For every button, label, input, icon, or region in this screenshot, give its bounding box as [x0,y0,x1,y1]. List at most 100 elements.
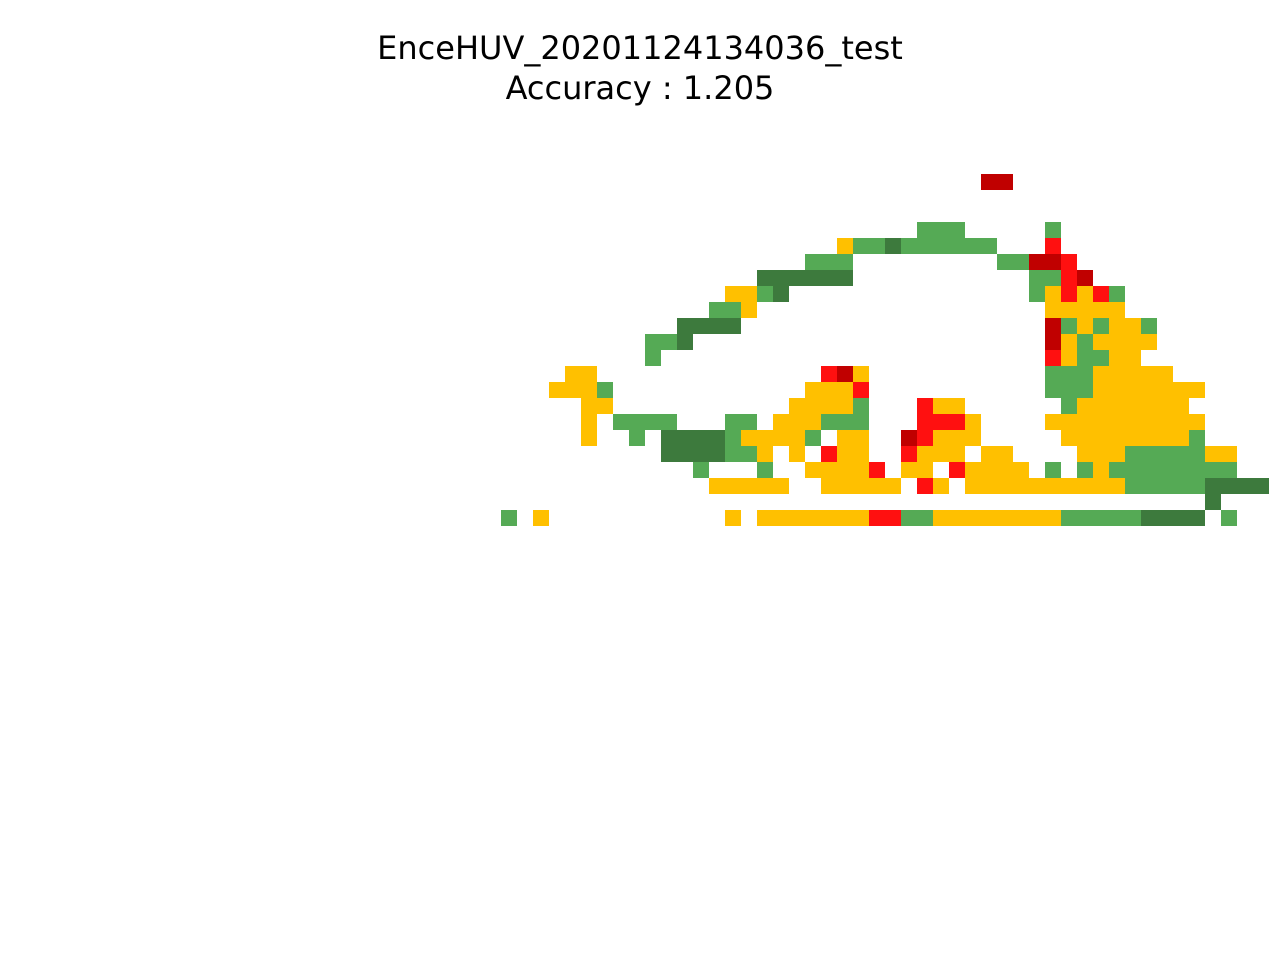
heatmap-cell [1141,382,1157,398]
heatmap-cell [1109,398,1125,414]
heatmap-cell [1221,510,1237,526]
heatmap-cell [1109,366,1125,382]
heatmap-cell [1141,446,1157,462]
heatmap-cell [853,462,869,478]
heatmap-cell [1045,334,1061,350]
heatmap-cell [1109,478,1125,494]
heatmap-cell [725,302,741,318]
heatmap-cell [837,478,853,494]
heatmap-cell [1093,446,1109,462]
heatmap-cell [741,446,757,462]
heatmap-cell [1029,286,1045,302]
heatmap-cell [1045,270,1061,286]
heatmap-cell [933,446,949,462]
heatmap-cell [1061,478,1077,494]
heatmap-cell [1189,414,1205,430]
heatmap-cell [645,334,661,350]
heatmap-cell [901,430,917,446]
heatmap-cell [677,430,693,446]
heatmap-cell [1093,462,1109,478]
heatmap-cell [773,430,789,446]
heatmap-cell [853,366,869,382]
heatmap-cell [933,414,949,430]
heatmap-cell [725,478,741,494]
heatmap-cell [1093,510,1109,526]
heatmap-cell [997,462,1013,478]
heatmap-cell [869,238,885,254]
heatmap-cell [805,254,821,270]
heatmap-cell [869,478,885,494]
heatmap-cell [997,254,1013,270]
heatmap-cell [1141,366,1157,382]
heatmap-cell [997,174,1013,190]
heatmap-cell [1141,414,1157,430]
heatmap-cell [1045,366,1061,382]
heatmap-cell [917,462,933,478]
heatmap-cell [933,510,949,526]
heatmap-cell [1221,446,1237,462]
heatmap-cell [981,462,997,478]
heatmap-cell [965,478,981,494]
heatmap-cell [1093,366,1109,382]
heatmap-cell [1077,350,1093,366]
heatmap-cell [1077,414,1093,430]
heatmap-cell [629,430,645,446]
heatmap-cell [1125,382,1141,398]
heatmap-cell [789,398,805,414]
heatmap-cell [1109,414,1125,430]
heatmap-cell [1109,510,1125,526]
heatmap-cell [1237,478,1253,494]
heatmap-cell [709,430,725,446]
heatmap-cell [741,286,757,302]
heatmap-cell [1173,510,1189,526]
heatmap-cell [1173,398,1189,414]
heatmap-cell [885,510,901,526]
heatmap-cell [1013,254,1029,270]
heatmap-cell [1077,270,1093,286]
heatmap-cell [1077,430,1093,446]
heatmap-cell [805,510,821,526]
heatmap-cell [917,398,933,414]
heatmap-cell [1189,382,1205,398]
heatmap-cell [1093,286,1109,302]
heatmap-cell [645,414,661,430]
heatmap-cell [773,478,789,494]
heatmap-cell [1125,350,1141,366]
heatmap-cell [821,478,837,494]
heatmap-cell [1061,430,1077,446]
heatmap-cell [821,366,837,382]
heatmap-cell [1189,430,1205,446]
heatmap-cell [933,430,949,446]
heatmap-cell [1157,382,1173,398]
heatmap-cell [1045,350,1061,366]
heatmap-cell [1029,254,1045,270]
heatmap-cell [805,430,821,446]
heatmap-cell [1141,334,1157,350]
heatmap-cell [1013,462,1029,478]
heatmap-cell [1045,382,1061,398]
heatmap-cell [661,430,677,446]
heatmap-cell [1109,286,1125,302]
heatmap-cell [805,462,821,478]
heatmap-cell [1013,478,1029,494]
heatmap-cell [1125,334,1141,350]
heatmap-cell [741,430,757,446]
heatmap-cell [789,430,805,446]
heatmap-cell [1093,302,1109,318]
heatmap-cell [501,510,517,526]
heatmap-cell [661,334,677,350]
heatmap-cell [805,398,821,414]
heatmap-cell [1109,446,1125,462]
heatmap-cell [821,270,837,286]
heatmap-cell [757,430,773,446]
heatmap-cell [1061,318,1077,334]
heatmap-cell [773,510,789,526]
heatmap-cell [1077,398,1093,414]
heatmap-cell [1205,494,1221,510]
heatmap-cell [789,510,805,526]
heatmap-cell [1109,462,1125,478]
heatmap-cell [757,510,773,526]
heatmap-cell [1141,430,1157,446]
heatmap-cell [821,382,837,398]
